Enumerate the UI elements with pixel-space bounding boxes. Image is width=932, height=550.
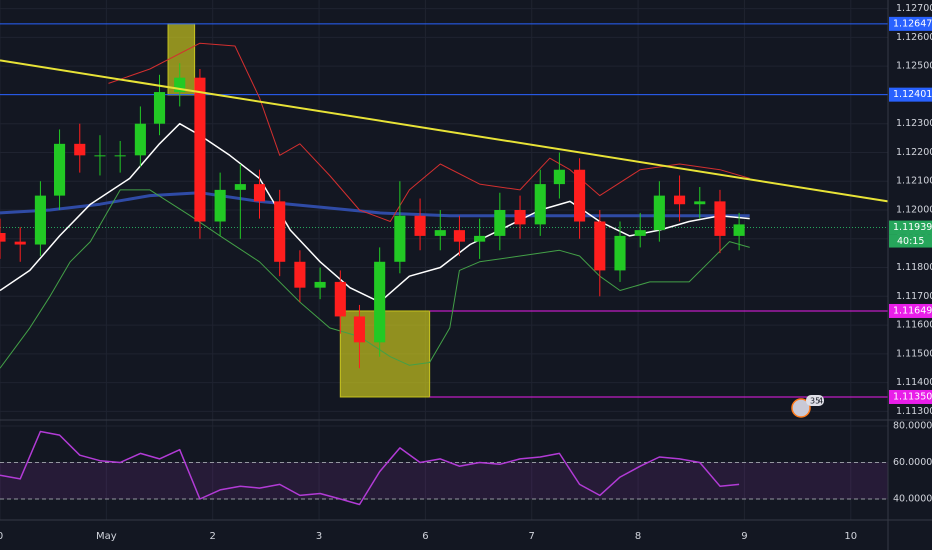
rsi-band-fill (0, 462, 888, 500)
y-tick-label: 1.12600 (896, 32, 932, 43)
candle-body (53, 143, 66, 196)
badge-count: 35 (810, 397, 820, 406)
y-tick-label: 1.11300 (896, 406, 932, 417)
rsi-tick-label: 60.0000 (893, 457, 932, 468)
x-tick-label: 3 (316, 531, 322, 542)
level-label: 1.12401 (893, 89, 932, 100)
candle-body (274, 201, 286, 262)
candle-body (474, 235, 486, 242)
countdown: 40:15 (897, 236, 924, 247)
x-tick-label: 2 (210, 531, 216, 542)
marks-layer (0, 23, 889, 506)
candle-body (594, 221, 606, 271)
overlay-line (0, 122, 750, 303)
candle-body (574, 169, 586, 222)
candle-body (674, 195, 686, 205)
y-tick-label: 1.11400 (896, 377, 932, 388)
candle-body (694, 201, 706, 205)
candle-body (634, 230, 646, 236)
event-badge: 35 4 (791, 395, 824, 418)
candle-body (153, 92, 166, 124)
candle-body (334, 281, 346, 317)
overlay-line (108, 42, 750, 222)
trendline (0, 59, 889, 203)
candle-body (114, 155, 126, 157)
candle-body (194, 77, 206, 222)
level-label-bg (889, 16, 932, 31)
grid-layer (0, 0, 888, 520)
candle-body (174, 77, 186, 93)
candle-body (353, 316, 366, 343)
candle-body (494, 210, 506, 236)
candle-body (294, 261, 306, 288)
candle-body (553, 169, 565, 185)
candle-body (14, 241, 26, 245)
candle-body (414, 215, 426, 236)
candle-body (34, 195, 46, 245)
candle-body (514, 210, 526, 225)
level-label-bg (889, 87, 932, 102)
level-label-bg (889, 303, 932, 318)
labels-layer: 0May236789101.127001.126001.125001.12400… (0, 3, 932, 542)
candle-body (733, 224, 745, 236)
candle-body (534, 184, 546, 225)
candle-body (253, 184, 266, 202)
candle-body (0, 233, 6, 242)
y-tick-label: 1.11600 (896, 320, 932, 331)
x-tick-label: May (96, 531, 117, 542)
x-tick-label: 0 (0, 531, 3, 542)
x-tick-label: 9 (741, 531, 747, 542)
y-tick-label: 1.12500 (896, 61, 932, 72)
y-tick-label: 1.11700 (896, 291, 932, 302)
candle-body (434, 230, 446, 236)
candle-body (234, 184, 246, 190)
x-tick-label: 7 (529, 531, 535, 542)
level-label-bg (889, 389, 932, 404)
rsi-tick-label: 40.0000 (893, 494, 932, 505)
candle-body (314, 281, 326, 288)
candle-body (453, 230, 465, 242)
candle-body (94, 155, 106, 157)
y-tick-label: 1.11800 (896, 262, 932, 273)
x-tick-label: 6 (422, 531, 428, 542)
level-label: 1.11939 (893, 222, 932, 233)
level-label: 1.11649 (893, 305, 932, 316)
y-tick-label: 1.12200 (896, 147, 932, 158)
y-tick-label: 1.12100 (896, 176, 932, 187)
countdown-bg (889, 234, 932, 248)
y-tick-label: 1.12000 (896, 205, 932, 216)
overlay-line (0, 189, 750, 369)
rsi-line (0, 430, 740, 506)
rsi-tick-label: 80.0000 (893, 421, 932, 432)
level-label: 1.11350 (893, 391, 932, 402)
level-label: 1.12647 (893, 18, 932, 29)
level-label-bg (889, 220, 932, 235)
x-tick-label: 8 (635, 531, 641, 542)
x-tick-label: 10 (844, 531, 857, 542)
candle-body (653, 195, 665, 231)
candle-body (214, 189, 226, 222)
badge-icon (791, 398, 811, 418)
candle-body (374, 261, 386, 343)
badge-extra: 4 (818, 397, 823, 406)
candle-body (394, 215, 406, 262)
candle-body (74, 143, 86, 156)
y-tick-label: 1.11500 (896, 348, 932, 359)
badge-bubble (806, 395, 824, 406)
candle-body (614, 235, 626, 271)
candle-body (134, 123, 146, 156)
candle-body (714, 201, 726, 236)
y-tick-label: 1.12300 (896, 118, 932, 129)
y-tick-label: 1.12700 (896, 3, 932, 14)
